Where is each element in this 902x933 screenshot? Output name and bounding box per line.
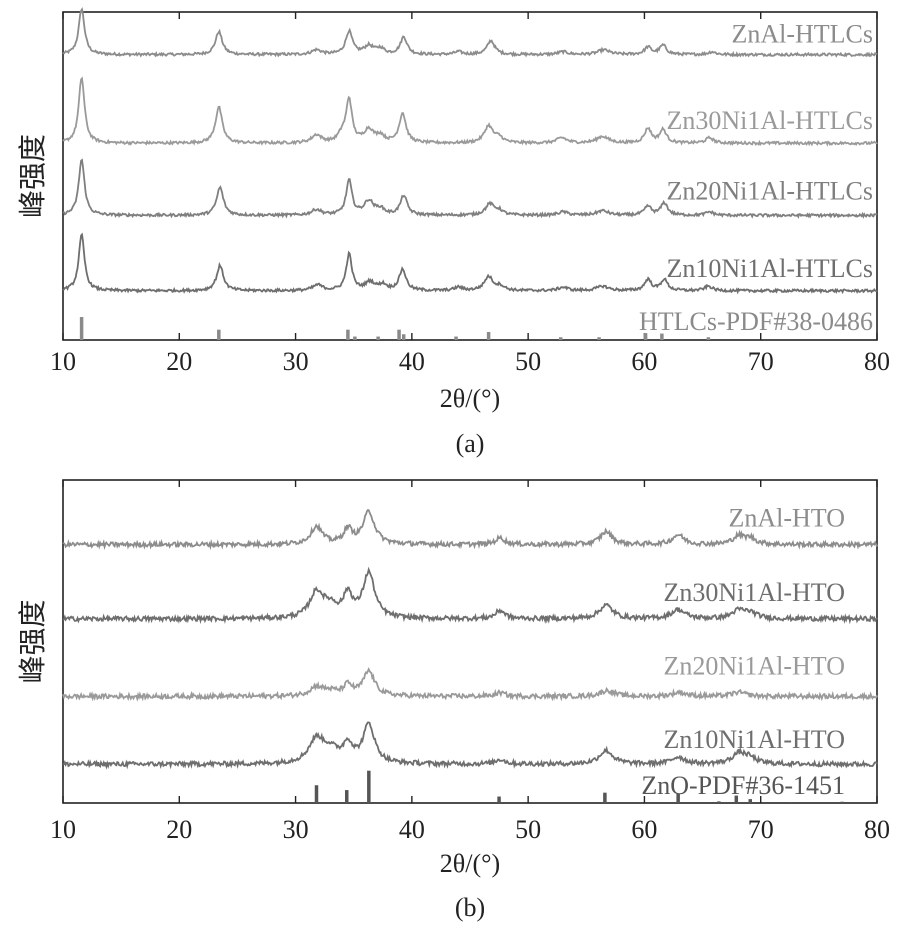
x-tick-label: 60 bbox=[631, 815, 657, 844]
y-axis-title: 峰强度 bbox=[16, 134, 49, 218]
panel-label: (a) bbox=[456, 429, 485, 458]
series-line bbox=[62, 566, 878, 625]
x-tick-label: 10 bbox=[50, 815, 76, 844]
series-line bbox=[62, 6, 878, 58]
series-label: Zn30Ni1Al-HTLCs bbox=[666, 106, 873, 135]
x-tick-label: 70 bbox=[748, 815, 774, 844]
x-tick-label: 80 bbox=[864, 347, 890, 376]
series-label: Zn10Ni1Al-HTLCs bbox=[666, 254, 873, 283]
series-label: Zn10Ni1Al-HTO bbox=[663, 725, 845, 754]
x-tick-label: 20 bbox=[166, 347, 192, 376]
series-line bbox=[62, 667, 878, 702]
x-tick-label: 40 bbox=[399, 347, 425, 376]
series-line bbox=[62, 721, 878, 770]
series-line bbox=[62, 509, 878, 551]
series-line bbox=[62, 232, 878, 295]
x-tick-label: 30 bbox=[283, 347, 309, 376]
series-label: Zn20Ni1Al-HTLCs bbox=[666, 176, 873, 205]
plot-frame bbox=[62, 479, 878, 804]
x-tick-label: 40 bbox=[399, 815, 425, 844]
series-label: Zn20Ni1Al-HTO bbox=[663, 651, 845, 680]
x-tick-label: 80 bbox=[864, 815, 890, 844]
series-label: Zn30Ni1Al-HTO bbox=[663, 578, 845, 607]
series-line bbox=[63, 158, 878, 219]
x-tick-label: 10 bbox=[50, 347, 76, 376]
x-tick-label: 50 bbox=[515, 347, 541, 376]
reference-label: HTLCs-PDF#38-0486 bbox=[639, 307, 873, 336]
x-tick-label: 60 bbox=[631, 347, 657, 376]
series-line bbox=[62, 76, 878, 147]
x-tick-label: 30 bbox=[283, 815, 309, 844]
reference-label: ZnO-PDF#36-1451 bbox=[641, 771, 845, 800]
series-label: ZnAl-HTLCs bbox=[731, 20, 873, 49]
x-tick-label: 70 bbox=[748, 347, 774, 376]
x-axis-title: 2θ/(°) bbox=[440, 384, 500, 413]
plot-frame bbox=[62, 11, 878, 341]
x-axis-title: 2θ/(°) bbox=[440, 849, 500, 878]
y-axis-title: 峰强度 bbox=[16, 599, 49, 683]
x-tick-label: 50 bbox=[515, 815, 541, 844]
panel-label: (b) bbox=[455, 893, 485, 922]
series-label: ZnAl-HTO bbox=[728, 504, 845, 533]
x-tick-label: 20 bbox=[166, 815, 192, 844]
